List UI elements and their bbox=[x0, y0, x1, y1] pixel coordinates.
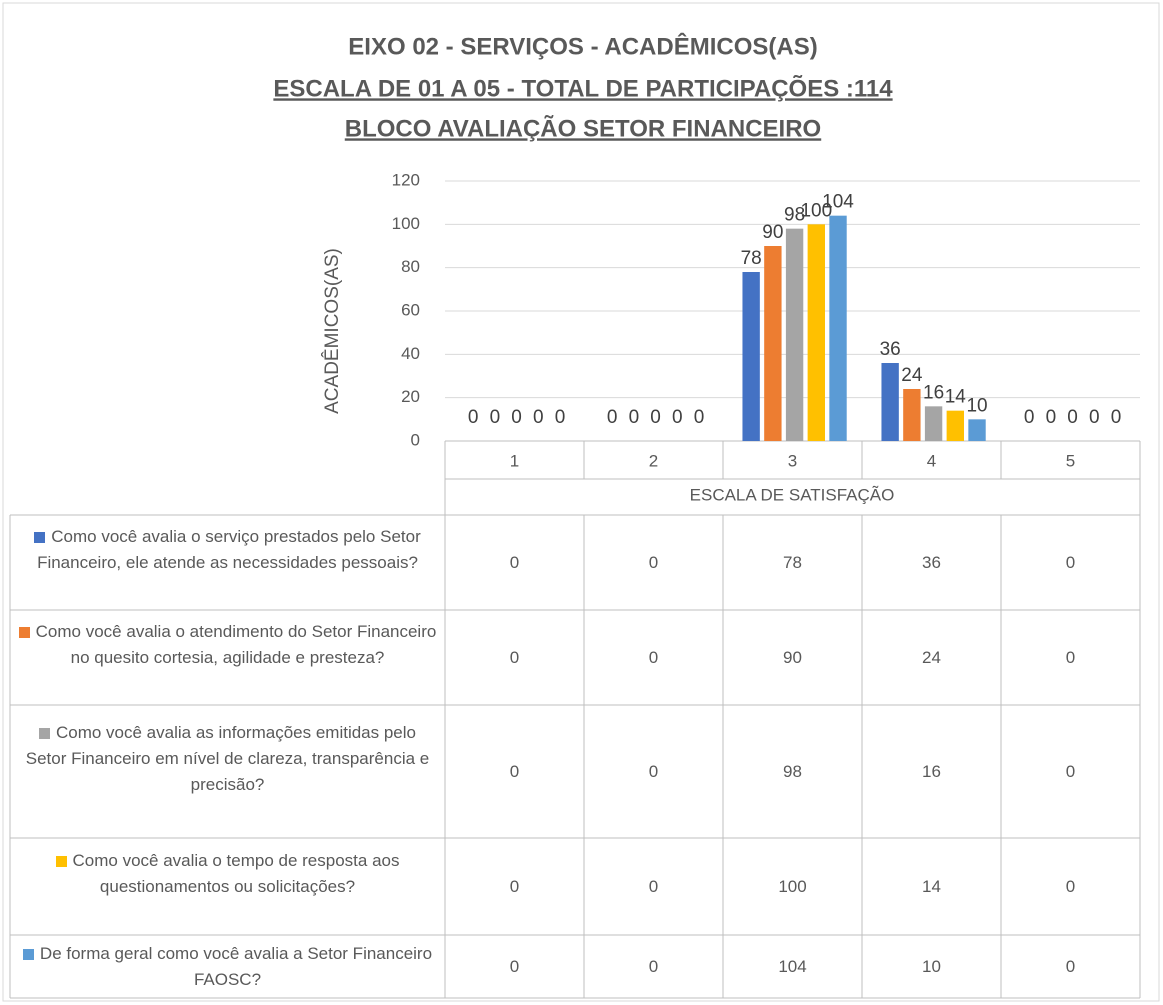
table-value: 0 bbox=[1065, 552, 1076, 572]
table-value: 0 bbox=[509, 761, 520, 781]
table-value: 24 bbox=[922, 647, 941, 667]
bar bbox=[881, 363, 899, 441]
data-label: 0 bbox=[490, 407, 501, 428]
data-label: 100 bbox=[800, 200, 832, 221]
bar bbox=[829, 215, 847, 441]
legend-cell: Como você avalia as informações emitidas… bbox=[10, 705, 445, 838]
table-value: 36 bbox=[922, 552, 941, 572]
legend-label: Como você avalia o serviço prestados pel… bbox=[37, 526, 421, 572]
data-label: 36 bbox=[880, 339, 901, 360]
data-label: 0 bbox=[1067, 407, 1078, 428]
data-label: 0 bbox=[1046, 407, 1057, 428]
table-value: 0 bbox=[509, 647, 520, 667]
legend-cell: Como você avalia o tempo de resposta aos… bbox=[10, 838, 445, 935]
bar bbox=[742, 272, 760, 441]
bar bbox=[764, 246, 782, 441]
table-value: 0 bbox=[648, 956, 659, 976]
data-label: 0 bbox=[511, 407, 522, 428]
y-tick-label: 40 bbox=[401, 344, 420, 363]
bar bbox=[924, 406, 943, 441]
x-tick-label: 2 bbox=[649, 451, 658, 470]
chart-title: EIXO 02 - SERVIÇOS - ACADÊMICOS(AS) bbox=[348, 32, 817, 60]
legend-label: De forma geral como você avalia a Setor … bbox=[39, 943, 433, 989]
table-value: 78 bbox=[783, 552, 802, 572]
table-value: 10 bbox=[922, 956, 941, 976]
data-label: 0 bbox=[694, 407, 705, 428]
y-tick-label: 80 bbox=[401, 257, 420, 276]
data-label: 0 bbox=[629, 407, 640, 428]
data-label: 14 bbox=[945, 387, 967, 408]
chart-subtitle: ESCALA DE 01 A 05 - TOTAL DE PARTICIPAÇÕ… bbox=[273, 74, 893, 102]
bar bbox=[903, 389, 921, 441]
data-label: 0 bbox=[555, 407, 566, 428]
legend-label: Como você avalia o tempo de resposta aos… bbox=[72, 850, 400, 896]
legend-label: Como você avalia o atendimento do Setor … bbox=[35, 621, 437, 667]
data-label: 0 bbox=[533, 407, 544, 428]
table-value: 0 bbox=[1065, 876, 1076, 896]
x-axis-label: ESCALA DE SATISFAÇÃO bbox=[690, 485, 895, 504]
data-label: 78 bbox=[741, 248, 762, 269]
table-value: 0 bbox=[1065, 761, 1076, 781]
data-label: 98 bbox=[784, 205, 805, 226]
data-label: 0 bbox=[607, 407, 618, 428]
table-value: 100 bbox=[778, 876, 807, 896]
y-tick-label: 100 bbox=[392, 214, 420, 233]
chart-subtitle: BLOCO AVALIAÇÃO SETOR FINANCEIRO bbox=[345, 114, 821, 142]
table-value: 0 bbox=[648, 552, 659, 572]
table-value: 104 bbox=[778, 956, 807, 976]
bar bbox=[946, 410, 964, 441]
data-label: 16 bbox=[923, 382, 944, 403]
data-label: 104 bbox=[822, 192, 854, 213]
table-value: 14 bbox=[922, 876, 941, 896]
x-tick-label: 1 bbox=[510, 451, 519, 470]
bar bbox=[968, 419, 986, 441]
table-value: 0 bbox=[648, 761, 659, 781]
table-value: 16 bbox=[922, 761, 941, 781]
legend-swatch bbox=[18, 626, 30, 638]
y-tick-label: 20 bbox=[401, 387, 420, 406]
data-label: 24 bbox=[901, 365, 923, 386]
bar bbox=[807, 224, 825, 441]
data-label: 0 bbox=[468, 407, 479, 428]
table-value: 0 bbox=[1065, 956, 1076, 976]
data-label: 0 bbox=[672, 407, 683, 428]
x-tick-label: 3 bbox=[788, 451, 797, 470]
y-tick-label: 0 bbox=[411, 430, 420, 449]
y-tick-label: 60 bbox=[401, 300, 420, 319]
legend-swatch bbox=[38, 727, 50, 739]
table-value: 0 bbox=[648, 876, 659, 896]
table-value: 90 bbox=[783, 647, 802, 667]
bar bbox=[785, 228, 804, 441]
legend-swatch bbox=[34, 531, 46, 543]
table-value: 0 bbox=[509, 552, 520, 572]
legend-cell: Como você avalia o serviço prestados pel… bbox=[10, 515, 445, 610]
legend-cell: Como você avalia o atendimento do Setor … bbox=[10, 610, 445, 705]
data-label: 0 bbox=[1089, 407, 1100, 428]
legend-swatch bbox=[55, 855, 67, 867]
legend-swatch bbox=[22, 948, 34, 960]
data-label: 0 bbox=[1024, 407, 1035, 428]
x-tick-label: 5 bbox=[1066, 451, 1075, 470]
legend-cell: De forma geral como você avalia a Setor … bbox=[10, 935, 445, 998]
table-value: 0 bbox=[648, 647, 659, 667]
table-value: 0 bbox=[509, 956, 520, 976]
y-tick-label: 120 bbox=[392, 170, 420, 189]
table-value: 0 bbox=[509, 876, 520, 896]
y-axis-label: ACADÊMICOS(AS) bbox=[321, 248, 343, 414]
data-label: 10 bbox=[966, 395, 987, 416]
data-label: 0 bbox=[650, 407, 661, 428]
data-label: 90 bbox=[762, 222, 783, 243]
table-value: 0 bbox=[1065, 647, 1076, 667]
x-tick-label: 4 bbox=[927, 451, 936, 470]
data-label: 0 bbox=[1111, 407, 1122, 428]
legend-label: Como você avalia as informações emitidas… bbox=[25, 722, 430, 794]
table-value: 98 bbox=[783, 761, 802, 781]
